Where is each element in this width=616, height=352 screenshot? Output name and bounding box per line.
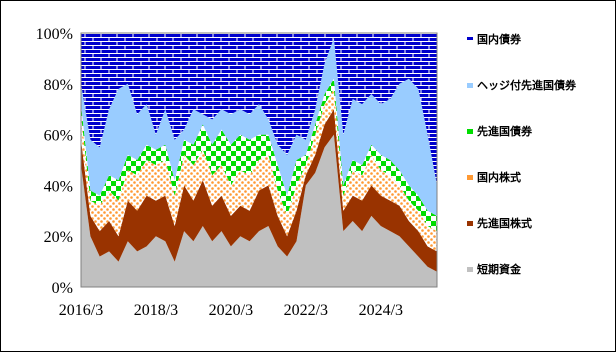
legend-swatch xyxy=(467,267,473,272)
legend-swatch xyxy=(467,175,473,180)
legend-label: 短期資金 xyxy=(477,262,522,276)
legend-label: 先進国債券 xyxy=(477,124,533,138)
y-tick-label: 100% xyxy=(36,26,73,43)
y-tick-label: 40% xyxy=(44,178,73,195)
area-5 xyxy=(81,38,437,216)
area-4 xyxy=(81,78,437,232)
x-tick-label: 2016/3 xyxy=(59,302,103,319)
legend-label: ヘッジ付先進国債券 xyxy=(477,78,577,92)
area-3 xyxy=(81,88,437,252)
legend-label: 国内債券 xyxy=(477,32,522,46)
plot-area xyxy=(81,33,437,287)
x-tick-label: 2018/3 xyxy=(134,302,178,319)
legend-swatch xyxy=(467,221,473,226)
legend-label: 国内株式 xyxy=(477,170,521,184)
area-1 xyxy=(81,134,437,287)
y-tick-label: 0% xyxy=(52,280,73,297)
x-tick-label: 2022/3 xyxy=(284,302,328,319)
x-tick-label: 2020/3 xyxy=(209,302,253,319)
area-6 xyxy=(81,33,437,186)
y-tick-label: 80% xyxy=(44,77,73,94)
axes xyxy=(80,32,438,288)
tick-labels: 0% 20% 40% 60% 80% 100% 2016/3 2018/3 2020/3 2022… xyxy=(36,26,403,319)
legend-label: 先進国株式 xyxy=(477,216,532,230)
legend-swatch xyxy=(467,129,473,134)
plot-border xyxy=(80,32,438,288)
x-tick-label: 2024/3 xyxy=(359,302,403,319)
legend-swatch xyxy=(467,37,473,40)
legend-swatch xyxy=(467,83,473,88)
y-tick-label: 60% xyxy=(44,128,73,145)
y-tick-label: 20% xyxy=(44,229,73,246)
